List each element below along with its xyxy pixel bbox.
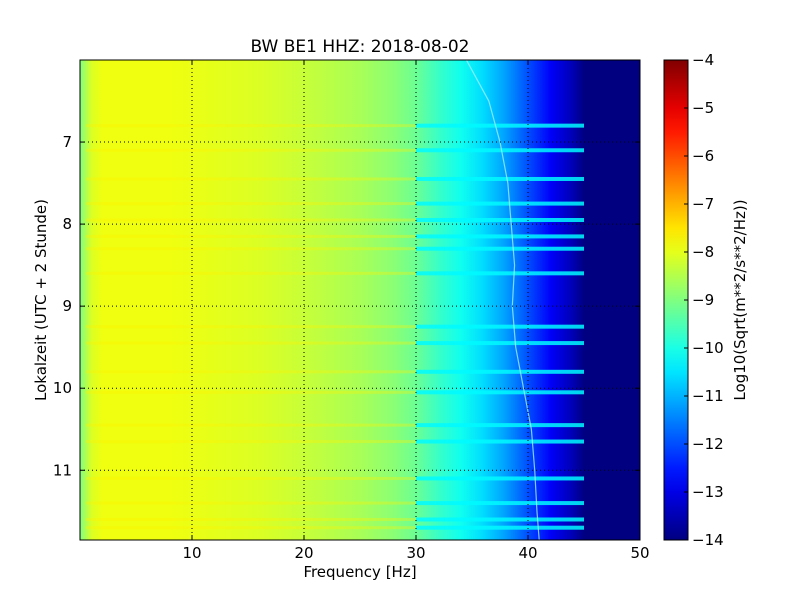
heatmap-column <box>124 60 171 540</box>
colorbar-tick-label: −13 <box>692 483 724 501</box>
y-axis-ticks: 7 8 9 10 11 <box>53 133 640 479</box>
noise-band-low <box>85 325 416 329</box>
heatmap-area <box>80 60 640 540</box>
noise-band <box>416 201 584 206</box>
noise-band <box>416 390 584 395</box>
noise-band-low <box>85 234 416 238</box>
noise-band <box>416 218 584 222</box>
noise-band <box>416 271 584 276</box>
noise-band <box>416 423 584 428</box>
noise-band <box>416 341 584 346</box>
colorbar-tick-label: −14 <box>692 531 724 549</box>
noise-band-low <box>85 476 416 480</box>
heatmap-column <box>550 60 574 540</box>
heatmap-column <box>483 60 507 540</box>
noise-band <box>416 525 584 530</box>
heatmap-column <box>572 60 585 540</box>
colorbar-label: Log10(Sqrt(m**2/s**2/Hz)) <box>731 199 749 400</box>
grid-lines <box>80 60 640 540</box>
plot-frame <box>79 59 641 541</box>
noise-band <box>416 246 584 251</box>
heatmap-column <box>505 60 529 540</box>
x-tick-label: 30 <box>406 544 425 562</box>
heatmap-column <box>460 60 484 540</box>
noise-band <box>416 176 584 181</box>
noise-band-low <box>85 517 416 521</box>
noise-band-low <box>85 341 416 345</box>
colorbar-tick-label: −7 <box>692 195 714 213</box>
x-axis-ticks: 10 20 30 40 50 <box>182 60 650 562</box>
y-tick-label: 7 <box>62 133 72 151</box>
colorbar-tick-label: −5 <box>692 99 714 117</box>
noise-band-low <box>85 148 416 152</box>
colorbar-tick-label: −12 <box>692 435 724 453</box>
colorbar-tick-label: −9 <box>692 291 714 309</box>
noise-band-low <box>85 247 416 251</box>
noise-band-low <box>85 526 416 530</box>
heatmap-column <box>584 60 596 540</box>
noise-band <box>416 369 584 374</box>
y-axis-label: Lokalzeit (UTC + 2 Stunde) <box>32 199 50 401</box>
noise-band <box>416 517 584 522</box>
noise-band-low <box>85 202 416 206</box>
noise-band <box>416 123 584 128</box>
heatmap-column <box>416 60 439 540</box>
heatmap-column <box>102 60 126 540</box>
y-tick-label: 11 <box>53 461 72 479</box>
colorbar-ticks: −14 −13 −12 −11 −10 −9 −8 −7 −6 −5 −4 <box>684 51 724 549</box>
heatmap-column <box>91 60 103 540</box>
x-tick-label: 50 <box>630 544 649 562</box>
y-tick-label: 10 <box>53 379 72 397</box>
noise-band-low <box>85 440 416 444</box>
noise-band <box>416 148 584 153</box>
y-tick-label: 9 <box>62 297 72 315</box>
heatmap-column <box>214 60 260 540</box>
heatmap-column <box>595 60 640 540</box>
x-tick-label: 40 <box>518 544 537 562</box>
colorbar-tick-label: −10 <box>692 339 724 357</box>
heatmap-column <box>304 60 361 540</box>
noise-band-low <box>85 423 416 427</box>
noise-band <box>416 324 584 329</box>
heatmap-column <box>528 60 551 540</box>
x-tick-label: 10 <box>182 544 201 562</box>
noise-band <box>416 501 584 506</box>
heatmap-column <box>259 60 305 540</box>
heatmap-column <box>80 60 92 540</box>
noise-band-low <box>85 218 416 222</box>
heatmap-column <box>438 60 462 540</box>
x-tick-label: 20 <box>294 544 313 562</box>
noise-band-low <box>85 501 416 505</box>
noise-bands <box>85 123 584 530</box>
noise-band-low <box>85 390 416 394</box>
noise-band-low <box>85 124 416 128</box>
y-tick-label: 8 <box>62 215 72 233</box>
colorbar-tick-label: −11 <box>692 387 724 405</box>
colorbar-tick-label: −6 <box>692 147 714 165</box>
chart-title: BW BE1 HHZ: 2018-08-02 <box>250 37 469 57</box>
noise-band-low <box>85 370 416 374</box>
colorbar-tick-label: −4 <box>692 51 714 69</box>
colorbar-tick-label: −8 <box>692 243 714 261</box>
heatmap-column <box>360 60 395 540</box>
noise-band-low <box>85 177 416 181</box>
noise-band-low <box>85 271 416 275</box>
noise-band <box>416 234 584 239</box>
x-axis-label: Frequency [Hz] <box>303 563 416 581</box>
noise-band <box>416 476 584 481</box>
heatmap-column <box>393 60 417 540</box>
noise-band <box>416 439 584 444</box>
